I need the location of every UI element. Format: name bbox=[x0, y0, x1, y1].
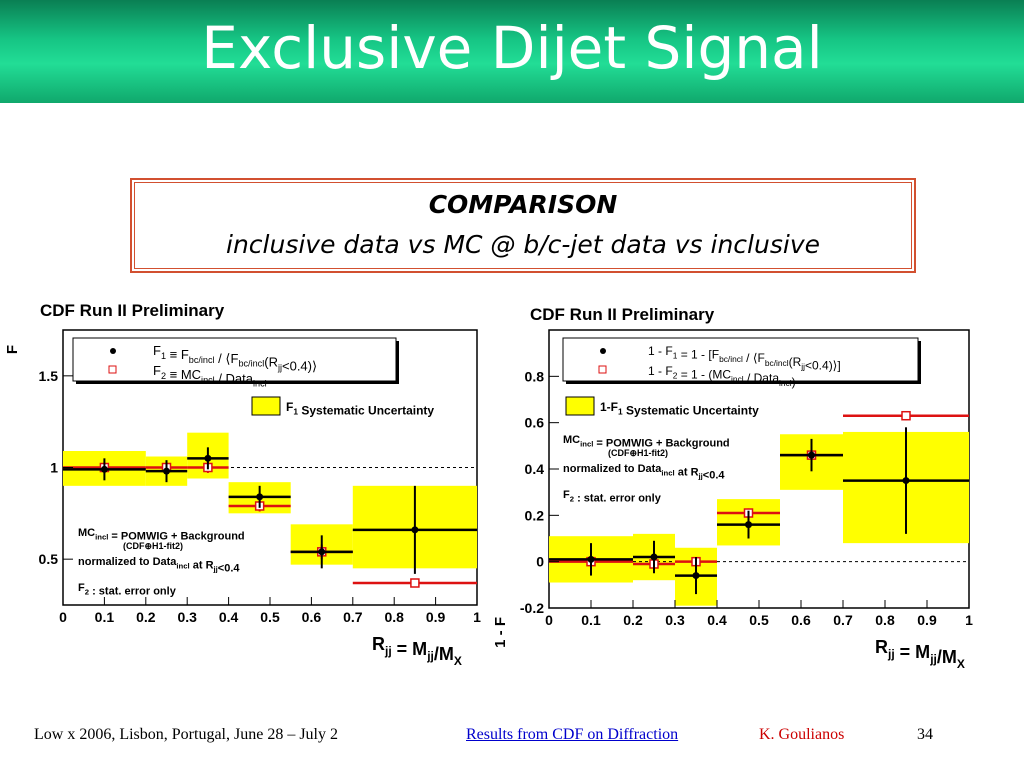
series1-point bbox=[100, 465, 108, 473]
legend-entry-1: 1 - F1 = 1 - [Fbc/incl / ⟨Fbc/incl(Rjj<0… bbox=[648, 344, 841, 372]
x-tick-label: 0 bbox=[545, 612, 553, 628]
x-tick-label: 0 bbox=[59, 609, 67, 625]
title-bar: Exclusive Dijet Signal bbox=[0, 0, 1024, 103]
annotation-fit: (CDF⊕H1-fit2) bbox=[608, 448, 668, 458]
y-axis-label: F bbox=[4, 345, 21, 354]
annotation-stat: F2 : stat. error only bbox=[563, 489, 662, 504]
x-tick-label: 0.8 bbox=[384, 609, 404, 625]
legend-box bbox=[72, 337, 397, 382]
series2-point bbox=[901, 410, 911, 421]
y-tick-label: 0.5 bbox=[39, 551, 59, 567]
x-tick-label: 0.7 bbox=[343, 609, 363, 625]
y-tick-label: 0.6 bbox=[525, 415, 545, 431]
x-tick-label: 0.6 bbox=[302, 609, 322, 625]
x-tick-label: 0.4 bbox=[219, 609, 239, 625]
x-tick-label: 0.2 bbox=[623, 612, 643, 628]
legend-marker-square bbox=[108, 365, 117, 374]
y-axis-label: 1 - F bbox=[492, 617, 509, 648]
series1-point bbox=[256, 493, 264, 501]
x-axis-label: Rjj = Mjj/MX bbox=[372, 634, 462, 668]
comparison-box: COMPARISON inclusive data vs MC @ b/c-je… bbox=[130, 178, 916, 273]
x-tick-label: 0.3 bbox=[665, 612, 685, 628]
footer: Low x 2006, Lisbon, Portugal, June 28 – … bbox=[0, 722, 1024, 752]
x-tick-label: 0.2 bbox=[136, 609, 156, 625]
comparison-heading: COMPARISON bbox=[428, 190, 618, 219]
x-tick-label: 0.4 bbox=[707, 612, 727, 628]
x-axis-label: Rjj = Mjj/MX bbox=[875, 637, 965, 670]
x-tick-label: 1 bbox=[965, 612, 973, 628]
annotation-mc: MCincl = POMWIG + Background bbox=[78, 527, 245, 542]
series1-point bbox=[650, 553, 658, 561]
legend-marker-circle bbox=[600, 348, 606, 354]
x-tick-label: 0.9 bbox=[917, 612, 937, 628]
band-legend-swatch bbox=[565, 396, 595, 416]
annotation-norm: normalized to Dataincl at Rjj<0.4 bbox=[78, 556, 240, 575]
x-tick-label: 0.5 bbox=[260, 609, 280, 625]
annotation-stat: F2 : stat. error only bbox=[78, 582, 177, 597]
legend-entry-1: F1 ≡ Fbc/incl / ⟨Fbc/incl(Rjj<0.4)⟩ bbox=[153, 343, 317, 374]
plot-title: CDF Run II Preliminary bbox=[530, 305, 715, 324]
band-legend-swatch bbox=[251, 396, 281, 416]
x-tick-label: 0.7 bbox=[833, 612, 853, 628]
legend-marker-square bbox=[598, 365, 607, 374]
x-tick-label: 0.9 bbox=[426, 609, 446, 625]
annotation-mc: MCincl = POMWIG + Background bbox=[563, 434, 730, 449]
x-tick-label: 0.1 bbox=[95, 609, 115, 625]
x-tick-label: 1 bbox=[473, 609, 481, 625]
series1-point bbox=[204, 454, 212, 462]
plot-title: CDF Run II Preliminary bbox=[40, 301, 225, 320]
annotation-norm: normalized to Dataincl at Rjj<0.4 bbox=[563, 463, 725, 482]
page-number: 34 bbox=[917, 726, 933, 743]
legend-box bbox=[562, 337, 919, 382]
y-tick-label: 0 bbox=[536, 554, 544, 570]
x-tick-label: 0.1 bbox=[581, 612, 601, 628]
footer-author: K. Goulianos bbox=[759, 726, 845, 743]
y-tick-label: 1 bbox=[50, 460, 58, 476]
y-tick-label: 0.2 bbox=[525, 507, 545, 523]
x-tick-label: 0.8 bbox=[875, 612, 895, 628]
legend-marker-circle bbox=[110, 348, 116, 354]
series2-point bbox=[410, 578, 420, 588]
annotation-fit: (CDF⊕H1-fit2) bbox=[123, 541, 183, 551]
y-tick-label: 1.5 bbox=[39, 368, 59, 384]
band-legend-label: 1-F1 Systematic Uncertainty bbox=[600, 400, 759, 418]
series1-point bbox=[411, 526, 419, 534]
plot-left: CDF Run II Preliminary F 0 0.1 0.2 0.3 0.4 0.5 0… bbox=[4, 301, 481, 668]
y-tick-label: -0.2 bbox=[520, 600, 544, 616]
series1-point bbox=[318, 548, 326, 556]
series1-point bbox=[587, 555, 595, 563]
comparison-subtitle: inclusive data vs MC @ b/c-jet data vs i… bbox=[226, 230, 820, 259]
series1-point bbox=[902, 477, 910, 485]
x-tick-label: 0.5 bbox=[749, 612, 769, 628]
legend-entry-2: F2 ≡ MCincl / Dataincl bbox=[153, 363, 267, 389]
plot-right: CDF Run II Preliminary 1 - F 0 0.1 0.2 0.3 0.4… bbox=[492, 305, 973, 670]
legend-entry-2: 1 - F2 = 1 - (MCincl / Dataincl) bbox=[648, 364, 796, 389]
footer-link[interactable]: Results from CDF on Diffraction bbox=[466, 726, 679, 743]
y-tick-label: 0.4 bbox=[525, 461, 545, 477]
footer-conference: Low x 2006, Lisbon, Portugal, June 28 – … bbox=[34, 726, 338, 743]
x-tick-label: 0.3 bbox=[177, 609, 197, 625]
series1-point bbox=[163, 467, 170, 475]
series1-point bbox=[808, 451, 815, 459]
band-legend-label: F1 Systematic Uncertainty bbox=[286, 400, 434, 418]
series1-point bbox=[745, 521, 752, 529]
y-tick-label: 0.8 bbox=[525, 368, 545, 384]
x-tick-label: 0.6 bbox=[791, 612, 811, 628]
series1-point bbox=[692, 572, 700, 580]
slide-title: Exclusive Dijet Signal bbox=[201, 14, 823, 82]
